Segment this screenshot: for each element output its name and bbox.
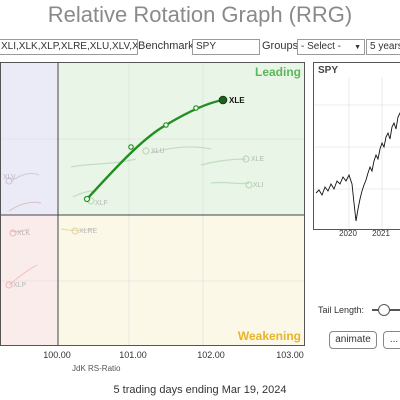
mini-year-2020: 2020 <box>339 229 357 238</box>
lagging-quadrant <box>1 215 58 345</box>
faded-label-xlv: XLV <box>3 174 16 181</box>
tail-length-label: Tail Length: <box>318 305 365 315</box>
benchmark-label: Benchmark: <box>138 40 197 52</box>
weakening-label: Weakening <box>237 329 301 343</box>
xle-head-marker[interactable] <box>218 95 228 105</box>
animate-button[interactable]: animate <box>329 331 377 349</box>
faded-labels: XLV XLU XLE XLI XLRE XLF XLK XLP <box>3 148 265 289</box>
toolbar: XLI,XLK,XLP,XLRE,XLU,XLV,XL Benchmark: S… <box>0 36 400 58</box>
faded-label-xlp: XLP <box>13 282 27 289</box>
date-range-caption: 5 trading days ending Mar 19, 2024 <box>113 384 287 396</box>
chevron-down-icon: ▼ <box>354 44 361 51</box>
faded-label-xli: XLI <box>253 182 264 189</box>
benchmark-input[interactable]: SPY <box>192 39 260 55</box>
faded-label-xlu: XLU <box>151 148 165 155</box>
xle-tail-points <box>83 105 199 203</box>
symbols-input[interactable]: XLI,XLK,XLP,XLRE,XLU,XLV,XL <box>0 39 138 55</box>
faded-label-xlre: XLRE <box>79 228 98 235</box>
groups-select[interactable]: - Select - ▼ <box>297 39 365 55</box>
mini-price-line <box>315 111 400 222</box>
xle-label: XLE <box>229 96 245 105</box>
benchmark-mini-chart: SPY <box>313 62 400 230</box>
x-axis-label: JdK RS-Ratio <box>72 364 121 373</box>
xle-tail-line <box>86 98 224 200</box>
mini-chart-svg <box>314 77 400 229</box>
mini-year-2021: 2021 <box>372 229 390 238</box>
grid-lines <box>1 63 304 345</box>
page-title: Relative Rotation Graph (RRG) <box>47 2 353 27</box>
period-select[interactable]: 5 years <box>366 39 400 55</box>
groups-label: Groups: <box>262 40 302 52</box>
x-tick-103: 103.00 <box>276 350 304 360</box>
groups-select-value: - Select - <box>301 41 342 52</box>
leading-label: Leading <box>254 65 301 79</box>
tail-length-slider-handle[interactable] <box>378 304 390 316</box>
rrg-graph[interactable]: XLV XLU XLE XLI XLRE XLF XLK XLP XLE Lea… <box>0 62 305 346</box>
rrg-svg: XLV XLU XLE XLI XLRE XLF XLK XLP XLE <box>1 63 304 345</box>
faded-label-xlf: XLF <box>95 200 108 207</box>
faded-label-xle-faint: XLE <box>251 156 265 163</box>
x-tick-100: 100.00 <box>43 350 71 360</box>
more-button[interactable]: ... <box>383 331 400 349</box>
x-tick-101: 101.00 <box>119 350 147 360</box>
x-tick-102: 102.00 <box>197 350 225 360</box>
x-axis: 100.00 101.00 102.00 103.00 JdK RS-Ratio <box>0 350 305 380</box>
mini-chart-years: 2020 2021 <box>313 229 400 241</box>
faded-label-xlk: XLK <box>17 230 31 237</box>
mini-chart-label: SPY <box>318 65 339 76</box>
weakening-quadrant <box>58 215 304 345</box>
